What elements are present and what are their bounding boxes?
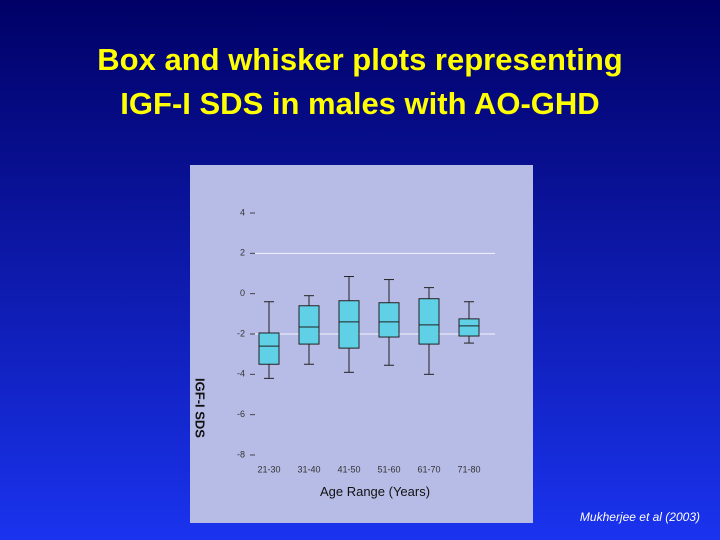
x-tick-label: 21-30 — [257, 464, 280, 474]
citation: Mukherjee et al (2003) — [580, 510, 700, 524]
chart-panel — [190, 165, 533, 523]
box — [298, 305, 320, 345]
box — [418, 298, 440, 345]
y-tick-label: 2 — [240, 248, 245, 258]
y-tick-label: -2 — [237, 328, 245, 338]
box — [378, 302, 400, 338]
title-line: IGF-I SDS in males with AO-GHD — [120, 86, 599, 121]
title-line: Box and whisker plots representing — [97, 42, 622, 77]
plot: 4 2 0 -2 -4 -6 -8 21-30 31-40 41-50 51-60 61-70 71-8… — [237, 207, 495, 474]
y-axis-label: IGF-I SDS — [193, 378, 208, 438]
box — [258, 332, 280, 365]
x-tick-label: 41-50 — [337, 464, 360, 474]
x-tick-label: 31-40 — [297, 464, 320, 474]
x-axis-label: Age Range (Years) — [320, 484, 430, 499]
y-tick-label: -6 — [237, 409, 245, 419]
box — [338, 300, 360, 349]
y-tick-label: 0 — [240, 288, 245, 298]
y-tick-label: 4 — [240, 207, 245, 217]
x-tick-label: 61-70 — [417, 464, 440, 474]
y-tick-label: -8 — [237, 449, 245, 459]
x-tick-label: 71-80 — [457, 464, 480, 474]
box — [458, 318, 480, 337]
x-tick-label: 51-60 — [377, 464, 400, 474]
y-tick-label: -4 — [237, 369, 245, 379]
